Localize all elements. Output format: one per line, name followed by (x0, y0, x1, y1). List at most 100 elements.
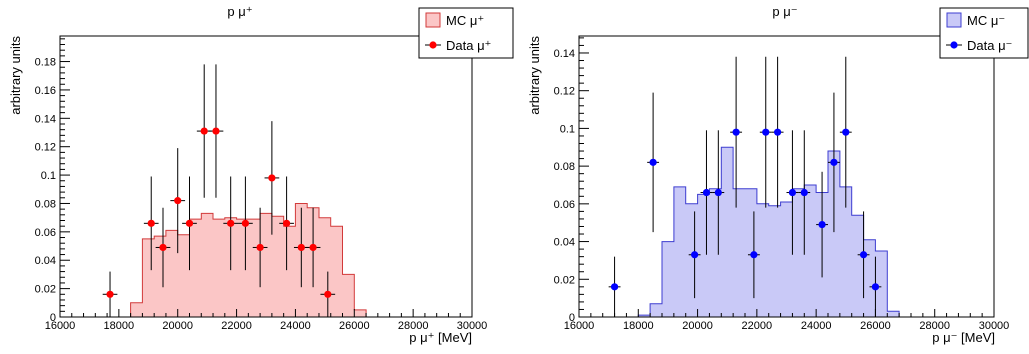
left-data-marker (159, 243, 167, 252)
left-data-point (155, 207, 171, 288)
right-data-marker (774, 128, 782, 136)
left-chart-panel: p μ⁺ 16000 18000 20000 22000 24000 26000 28000… (0, 0, 514, 354)
left-y-axis-title: arbitrary units (8, 36, 23, 115)
left-x-tick-label: 24000 (280, 320, 311, 332)
right-y-tick-label: 0.14 (554, 48, 575, 60)
left-x-axis-title: p μ⁺ [MeV] (409, 330, 472, 345)
left-data-point (182, 176, 197, 271)
right-x-tick-label: 28000 (919, 320, 950, 332)
right-data-marker (842, 128, 850, 136)
right-legend-data-marker (950, 41, 958, 49)
right-plot-border (578, 35, 995, 318)
right-legend-data-label: Data μ⁻ (967, 38, 1012, 53)
right-x-tick-label: 20000 (682, 320, 713, 332)
left-mc-histogram-path (130, 203, 367, 318)
right-data-point (647, 92, 660, 233)
right-data-point (786, 130, 799, 255)
left-legend-mc-swatch (425, 12, 441, 28)
left-data-points (102, 64, 336, 317)
left-data-marker (268, 174, 276, 182)
left-data-marker (147, 219, 155, 227)
left-legend-mc-label: MC μ⁺ (446, 13, 484, 28)
left-data-point (223, 176, 239, 271)
right-x-tick-label: 16000 (564, 320, 595, 332)
right-data-marker (818, 220, 826, 229)
left-data-point (252, 207, 268, 288)
right-y-tick-label: 0.06 (554, 199, 575, 211)
left-data-marker (241, 219, 249, 227)
left-y-tick-label: 0 (50, 312, 56, 324)
left-data-marker (185, 219, 194, 227)
left-y-tick-label: 0.08 (35, 198, 56, 210)
left-y-tick-label: 0.06 (35, 227, 56, 239)
right-data-point (747, 211, 760, 299)
right-data-marker (800, 188, 808, 197)
right-data-point (759, 56, 772, 208)
left-y-tick-label: 0.04 (35, 255, 56, 267)
left-data-marker (200, 127, 208, 135)
left-x-tick-label: 30000 (457, 320, 488, 332)
left-data-point (320, 271, 336, 317)
right-data-marker (788, 188, 797, 197)
right-legend-mc-swatch (946, 12, 962, 28)
left-y-tick-label: 0.16 (35, 85, 56, 97)
left-data-marker (309, 243, 317, 252)
right-data-marker (610, 283, 619, 291)
right-data-marker (871, 283, 880, 291)
right-y-tick-label: 0 (569, 312, 575, 324)
left-x-tick-label: 20000 (162, 320, 193, 332)
left-data-point (102, 271, 118, 317)
left-data-point (170, 148, 186, 254)
right-data-point (857, 211, 870, 299)
left-plot-border (59, 35, 473, 318)
right-y-tick-label: 0.02 (554, 274, 575, 286)
right-x-axis-title: p μ⁻ [MeV] (932, 330, 995, 345)
left-y-tick-label: 0.18 (35, 57, 56, 69)
left-data-marker (283, 219, 291, 227)
right-data-marker (830, 158, 838, 166)
right-data-point (771, 56, 784, 208)
right-data-point (730, 56, 743, 208)
right-x-tick-label: 30000 (979, 320, 1010, 332)
left-data-point (208, 64, 224, 198)
left-y-tick-label: 0.12 (35, 142, 56, 154)
right-data-marker (762, 128, 770, 136)
left-legend: MC μ⁺ Data μ⁺ (418, 7, 514, 59)
left-x-tick-label: 22000 (221, 320, 252, 332)
left-y-tick-label: 0.14 (35, 113, 56, 125)
right-data-points (608, 56, 882, 317)
right-data-marker (714, 188, 722, 197)
left-data-marker (324, 290, 332, 298)
right-data-marker (859, 251, 868, 259)
right-data-point (828, 92, 840, 233)
right-data-point (700, 130, 713, 255)
right-y-tick-label: 0.1 (560, 123, 575, 135)
left-data-marker (212, 127, 220, 135)
right-data-marker (750, 251, 758, 259)
right-data-marker (691, 251, 699, 259)
right-x-axis: 16000 18000 20000 22000 24000 26000 28000 30000 (564, 309, 1010, 332)
left-data-marker (297, 243, 305, 252)
left-data-point (279, 176, 294, 271)
left-x-axis: 16000 18000 20000 22000 24000 26000 28000 30000 (45, 309, 488, 332)
right-data-point (816, 171, 828, 278)
right-data-marker (732, 128, 740, 136)
left-x-tick-label: 28000 (398, 320, 429, 332)
left-data-point (143, 176, 159, 271)
right-data-marker (649, 158, 657, 166)
right-y-axis-title: arbitrary units (527, 36, 542, 115)
left-data-marker (106, 290, 114, 298)
right-legend: MC μ⁻ Data μ⁻ (939, 7, 1029, 59)
right-data-point (608, 256, 621, 317)
right-y-tick-label: 0.08 (554, 161, 575, 173)
right-x-tick-label: 22000 (742, 320, 773, 332)
left-x-tick-label: 26000 (339, 320, 370, 332)
right-data-point (688, 211, 701, 299)
right-data-point (712, 130, 725, 255)
left-mc-histogram (130, 203, 367, 318)
right-x-tick-label: 24000 (801, 320, 832, 332)
right-chart-panel: p μ⁻ 16000 18000 20000 22000 24000 26000 28000… (515, 0, 1029, 354)
left-data-point (264, 121, 280, 235)
left-y-tick-label: 0.02 (35, 284, 56, 296)
right-data-point (798, 130, 811, 255)
